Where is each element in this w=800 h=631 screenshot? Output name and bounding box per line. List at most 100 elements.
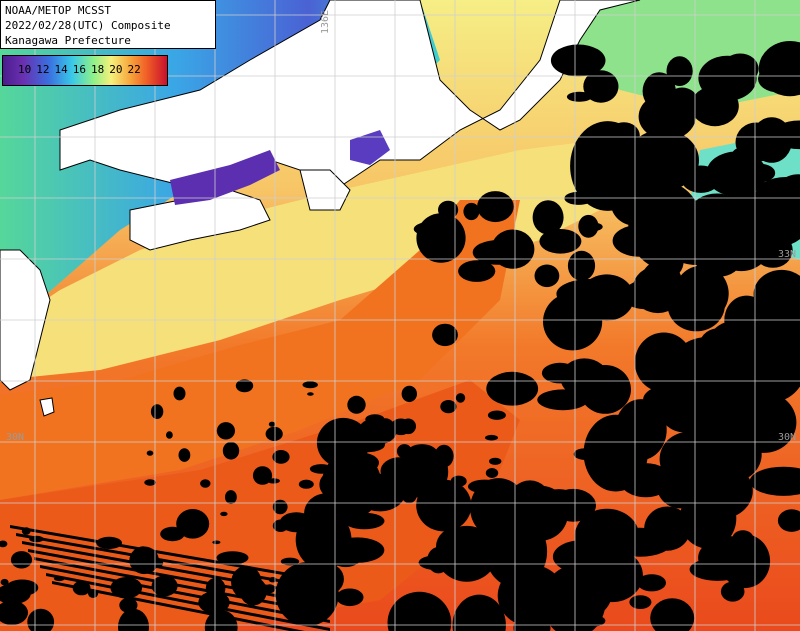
cloud-patch [494, 547, 510, 558]
cloud-patch [458, 260, 496, 282]
cloud-patch [463, 202, 480, 221]
cloud-patch [730, 348, 755, 360]
cloud-mask [0, 41, 800, 631]
title-line-1: NOAA/METOP MCSST [5, 4, 111, 17]
cloud-patch [387, 591, 452, 631]
cloud-patch [656, 221, 679, 247]
cloud-patch [485, 434, 498, 441]
cloud-patch [777, 509, 800, 532]
cloud-patch [222, 441, 240, 460]
title-line-2: 2022/02/28(UTC) Composite [5, 19, 171, 32]
lon-label-136e: 136E [320, 9, 331, 34]
cloud-patch [513, 612, 551, 631]
cloud-patch [769, 174, 800, 234]
cloud-patch [486, 371, 539, 406]
cloud-patch [298, 517, 311, 531]
cloud-patch [216, 422, 235, 440]
cloud-patch [732, 530, 754, 546]
cloud-patch [637, 141, 678, 172]
cloud-patch [675, 349, 726, 408]
cloud-patch [487, 410, 506, 420]
cloud-patch [427, 547, 450, 574]
cloud-patch [452, 594, 506, 631]
cloud-patch [144, 479, 156, 486]
cloud-patch [212, 540, 221, 545]
cloud-patch [542, 565, 606, 631]
cloud-patch [176, 509, 210, 539]
temperature-scale-bar: 10 12 14 16 18 20 22 [2, 55, 168, 86]
cloud-patch [272, 519, 289, 532]
cloud-patch [376, 418, 395, 437]
cloud-patch [537, 389, 589, 411]
cloud-patch [629, 595, 652, 609]
cloud-patch [692, 193, 742, 227]
cloud-patch [280, 557, 300, 566]
cloud-patch [396, 444, 412, 459]
scale-label-14: 14 [54, 63, 68, 76]
cloud-patch [166, 431, 173, 439]
cloud-patch [632, 468, 669, 492]
scale-label-10: 10 [18, 63, 32, 76]
cloud-patch [401, 485, 418, 504]
cloud-patch [583, 70, 619, 103]
cloud-patch [719, 534, 771, 589]
cloud-patch [252, 466, 273, 485]
cloud-patch [304, 493, 349, 534]
cloud-patch [347, 395, 366, 414]
cloud-patch [674, 265, 729, 322]
inland-sea-cold [170, 150, 280, 205]
scale-label-16: 16 [72, 63, 86, 76]
cloud-patch [299, 526, 322, 548]
cloud-patch [724, 299, 767, 342]
cloud-patch [150, 404, 164, 419]
swath-stripe [22, 541, 330, 599]
cloud-patch [0, 600, 28, 625]
cloud-patch [583, 414, 648, 492]
scale-label-18: 18 [91, 63, 105, 76]
cloud-patch [235, 379, 254, 393]
cloud-patch [534, 264, 560, 288]
scale-label-22: 22 [127, 63, 141, 76]
cloud-patch [27, 608, 55, 631]
cloud-patch [539, 229, 582, 254]
cloud-patch [455, 393, 466, 403]
cloud-patch [604, 550, 619, 567]
kuroshio-warm-water [0, 200, 520, 500]
cloud-patch [623, 280, 664, 310]
cloud-patch [567, 250, 596, 281]
cloud-patch [560, 358, 609, 398]
cloud-patch [268, 421, 276, 427]
cloud-patch [650, 598, 695, 631]
cloud-patch [583, 222, 603, 232]
cloud-patch [512, 485, 569, 541]
cloud-patch [315, 544, 352, 564]
cloud-patch [684, 393, 749, 456]
cloud-patch [649, 162, 670, 171]
lat-label-33n: 33N [777, 249, 796, 260]
cloud-patch [691, 85, 739, 127]
cloud-patch [216, 551, 249, 565]
cloud-patch [405, 444, 439, 466]
cloud-patch [753, 269, 800, 319]
cloud-patch [400, 418, 417, 435]
cloud-patch [579, 274, 634, 321]
lat-label-30n-left: 30N [6, 432, 25, 443]
cloud-patch [355, 465, 362, 471]
cloud-patch [432, 323, 458, 347]
cloud-patch [372, 484, 392, 506]
swath-stripe [10, 525, 330, 583]
cloud-patch [129, 546, 159, 575]
scale-label-12: 12 [36, 63, 50, 76]
cloud-patch [491, 229, 535, 269]
title-box: NOAA/METOP MCSST 2022/02/28(UTC) Composi… [0, 0, 216, 49]
scale-labels: 10 12 14 16 18 20 22 [3, 63, 167, 76]
land-kii-peninsula [299, 169, 351, 211]
cloud-patch [440, 400, 457, 414]
cloud-patch [205, 577, 226, 599]
cloud-patch [307, 392, 314, 396]
cloud-patch [751, 117, 793, 163]
cloud-patch [637, 574, 666, 592]
cloud-patch [434, 444, 454, 468]
